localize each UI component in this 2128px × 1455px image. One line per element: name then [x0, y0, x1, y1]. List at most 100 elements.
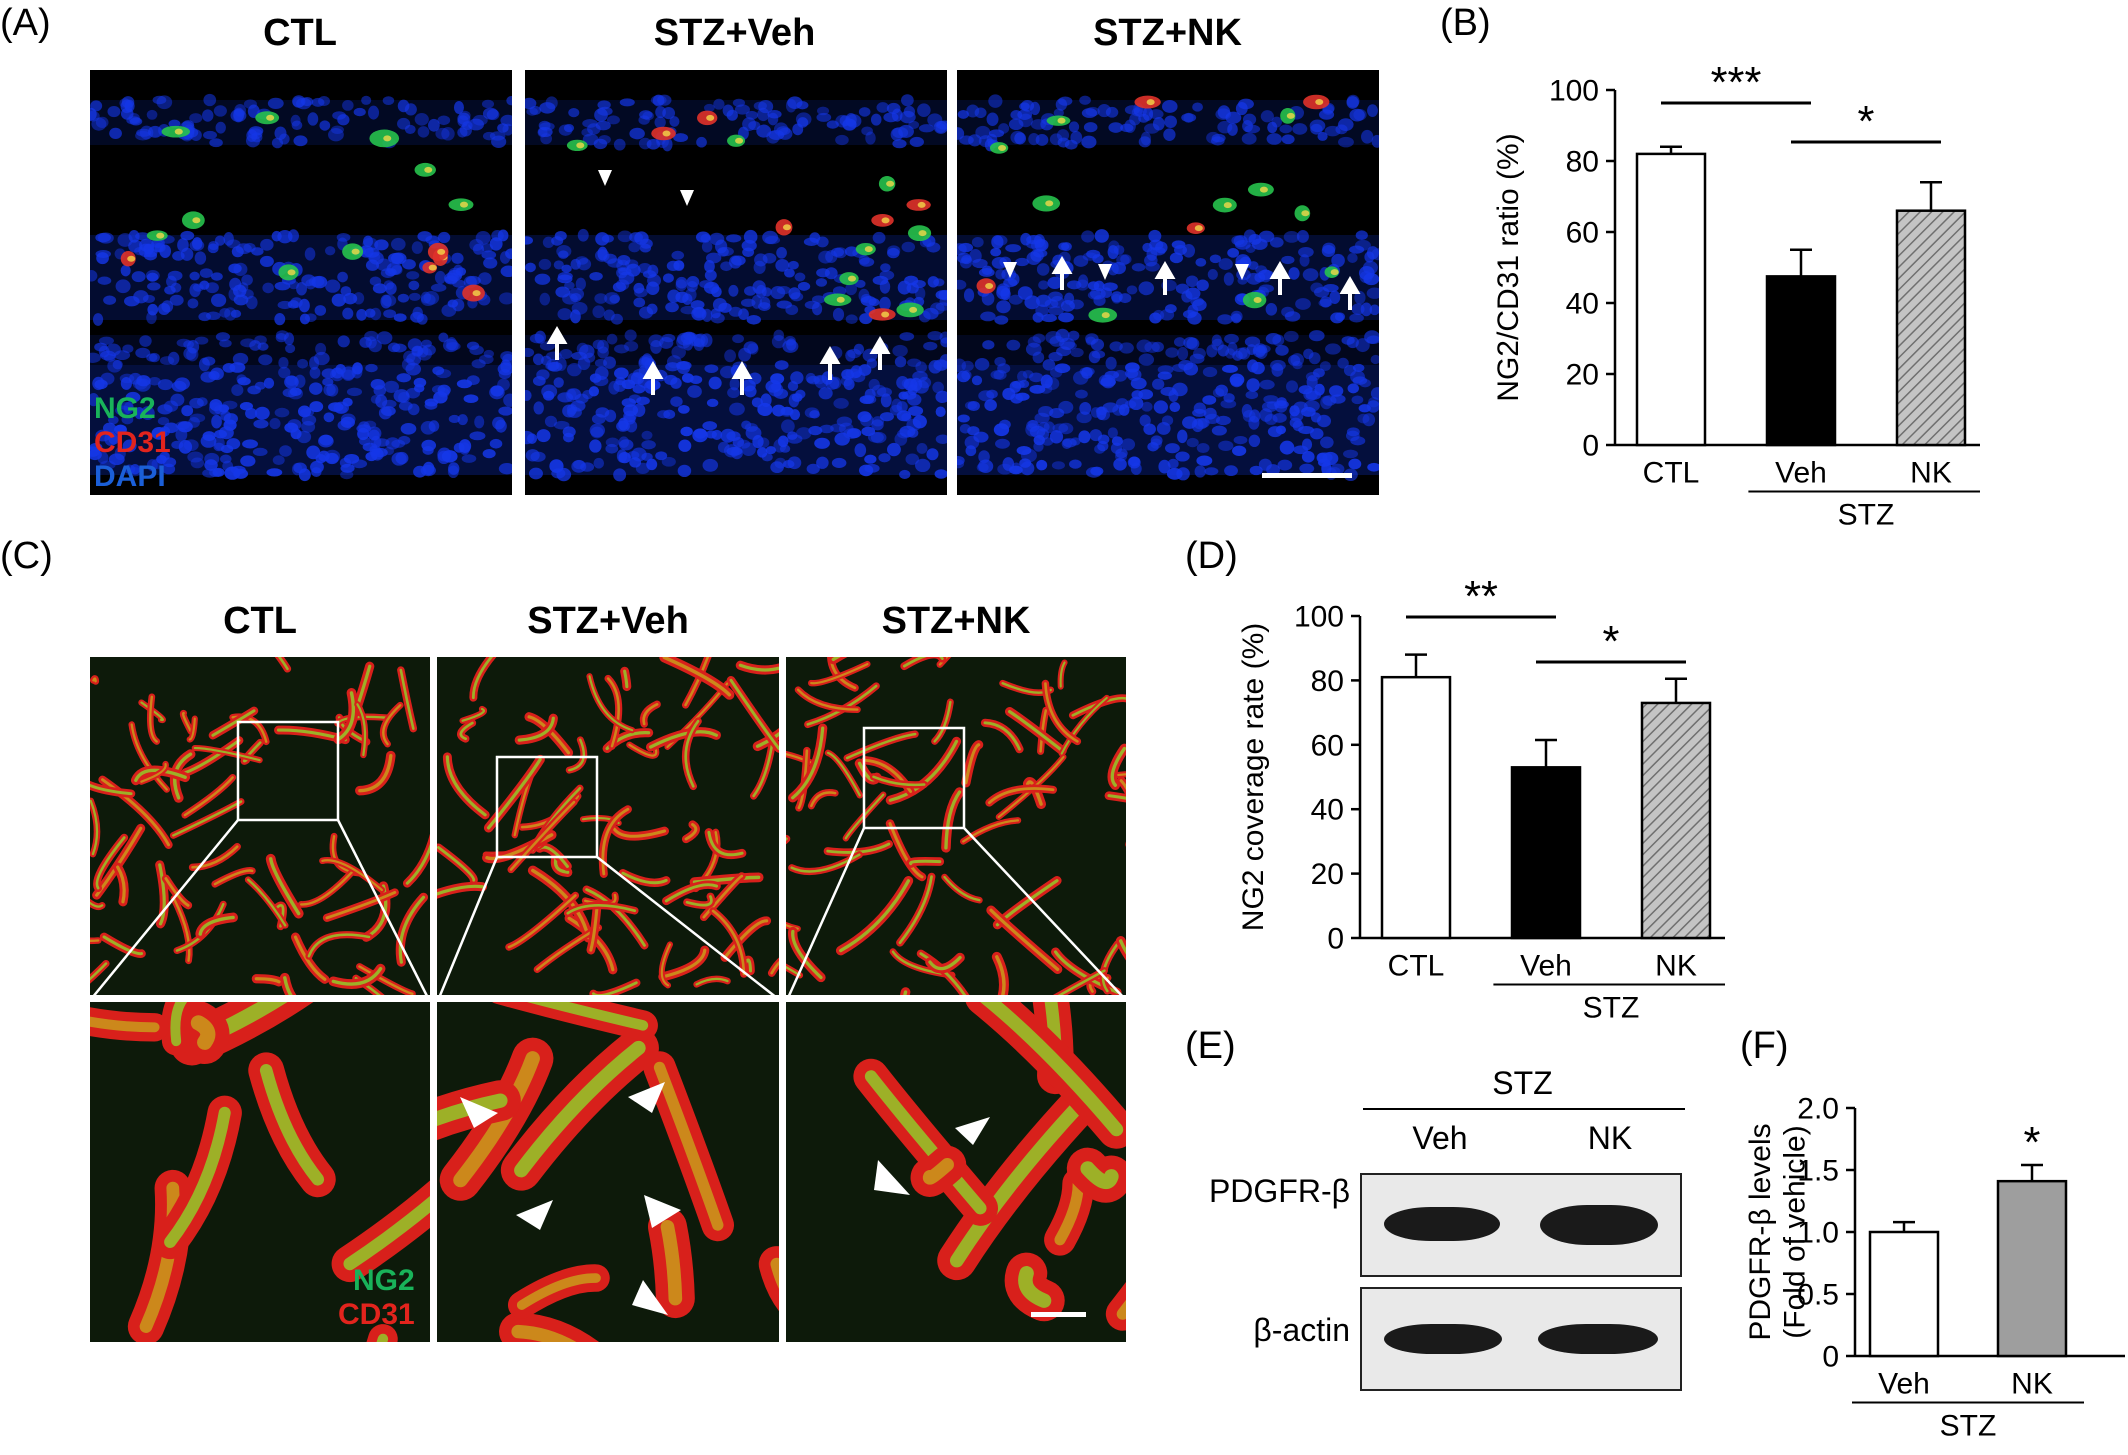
- nucleus: [710, 312, 725, 324]
- nucleus: [146, 109, 158, 120]
- nucleus: [726, 109, 738, 121]
- vessel-zoom-image: [90, 1002, 430, 1342]
- pericyte-coverage: [140, 701, 164, 722]
- y-tick-label: 0: [1582, 430, 1599, 463]
- nucleus: [1141, 401, 1153, 412]
- nucleus: [1283, 330, 1299, 343]
- nucleus: [1113, 370, 1128, 382]
- nucleus: [413, 465, 427, 478]
- nucleus: [889, 404, 903, 416]
- nucleus: [1227, 248, 1240, 258]
- nucleus: [1002, 387, 1016, 400]
- nucleus: [543, 390, 555, 401]
- pericyte-coverage: [845, 732, 917, 760]
- nucleus: [152, 95, 167, 105]
- nucleus: [395, 451, 409, 465]
- nucleus: [728, 306, 743, 317]
- pericyte-coverage: [190, 1015, 216, 1050]
- nucleus: [187, 298, 199, 309]
- nucleus: [972, 258, 988, 269]
- nucleus: [868, 298, 880, 307]
- nucleus: [432, 366, 445, 375]
- group-label: STZ: [1838, 499, 1895, 532]
- pericyte-coverage: [325, 891, 397, 920]
- nucleus: [883, 112, 899, 123]
- nucleus: [1329, 290, 1341, 304]
- nucleus: [935, 390, 947, 404]
- nucleus: [918, 124, 935, 133]
- nucleus: [617, 254, 631, 266]
- nucleus: [1361, 129, 1374, 144]
- nucleus: [297, 358, 309, 369]
- nucleus: [615, 279, 630, 291]
- nucleus: [500, 351, 512, 362]
- nucleus: [825, 250, 838, 264]
- nucleus: [536, 429, 551, 443]
- nucleus: [1088, 350, 1101, 364]
- nucleus: [266, 468, 283, 477]
- nucleus: [729, 377, 740, 391]
- nucleus: [481, 99, 495, 109]
- nucleus: [147, 303, 159, 316]
- nucleus: [291, 120, 303, 130]
- nucleus: [475, 230, 491, 245]
- significance-stars: *: [1858, 98, 1875, 146]
- pericyte-coverage: [711, 909, 746, 976]
- nucleus: [1038, 280, 1049, 290]
- nucleus: [425, 235, 440, 245]
- nucleus: [717, 441, 730, 453]
- pericyte-coverage: [642, 703, 659, 726]
- nucleus: [571, 302, 588, 315]
- nucleus: [1026, 419, 1040, 432]
- nucleus: [213, 105, 227, 117]
- nucleus: [547, 361, 563, 372]
- nucleus: [157, 302, 171, 315]
- nucleus: [1060, 300, 1075, 312]
- nucleus: [1298, 246, 1314, 258]
- nucleus: [1281, 255, 1295, 265]
- pericyte-coverage: [844, 793, 885, 840]
- nucleus: [880, 393, 892, 408]
- nucleus: [1217, 120, 1233, 134]
- nucleus: [459, 110, 471, 121]
- nucleus: [845, 113, 857, 127]
- pericyte-coverage: [933, 700, 952, 743]
- nucleus: [1153, 400, 1168, 414]
- pericyte-coverage: [283, 976, 293, 995]
- group-label: STZ: [1583, 992, 1640, 1025]
- nucleus: [288, 280, 300, 290]
- blot-group-label: STZ: [1492, 1065, 1553, 1101]
- nucleus: [230, 309, 242, 318]
- pericyte-coverage: [517, 716, 555, 742]
- nucleus: [1364, 330, 1379, 344]
- nucleus: [463, 394, 479, 404]
- nucleus: [1279, 440, 1295, 455]
- nucleus: [146, 459, 158, 472]
- vessel-cell: [428, 264, 437, 271]
- nucleus: [804, 407, 820, 419]
- nucleus: [1305, 390, 1322, 401]
- nucleus: [1351, 303, 1365, 315]
- nucleus: [806, 463, 820, 474]
- nucleus: [1111, 436, 1123, 446]
- pericyte-coverage: [898, 875, 933, 945]
- nucleus: [1296, 229, 1309, 243]
- nucleus: [932, 381, 944, 394]
- nucleus: [864, 388, 876, 401]
- nucleus: [151, 426, 167, 440]
- nucleus: [770, 461, 784, 474]
- pericyte-coverage: [134, 768, 187, 783]
- vessel-cell: [1223, 202, 1232, 209]
- nucleus: [373, 385, 387, 397]
- nucleus: [1075, 389, 1088, 399]
- nucleus: [867, 432, 884, 443]
- nucleus: [1133, 105, 1147, 118]
- pericyte-coverage: [872, 775, 926, 787]
- nucleus: [720, 428, 736, 443]
- nucleus: [1149, 312, 1162, 324]
- nucleus: [1029, 372, 1044, 383]
- nucleus: [1211, 425, 1227, 436]
- nucleus: [630, 372, 645, 385]
- nucleus: [870, 113, 882, 126]
- y-tick-label: 100: [1549, 75, 1599, 108]
